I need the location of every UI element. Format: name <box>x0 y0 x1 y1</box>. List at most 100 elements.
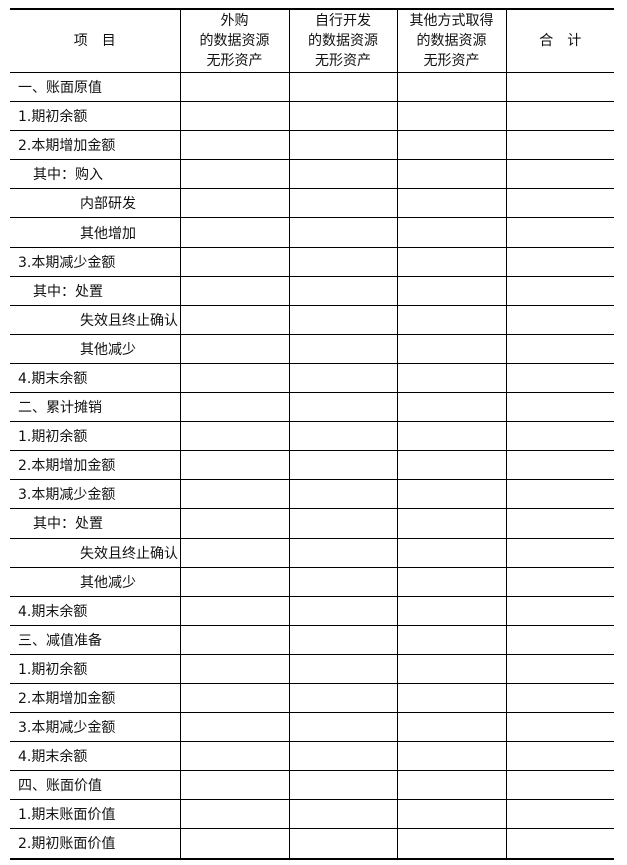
table-row: 2.本期增加金额 <box>10 130 614 161</box>
empty-cell <box>179 450 290 481</box>
table-row: 其他减少 <box>10 333 614 364</box>
empty-cell <box>505 450 614 481</box>
empty-cell <box>505 741 614 772</box>
header-cell: 合 计 <box>505 8 614 73</box>
empty-cell <box>396 595 507 626</box>
empty-cell <box>505 304 614 335</box>
table-row: 其中：处置 <box>10 275 614 306</box>
table-row: 内部研发 <box>10 188 614 219</box>
empty-cell <box>396 101 507 132</box>
table-row: 二、累计摊销 <box>10 392 614 423</box>
empty-cell <box>396 246 507 277</box>
table-row: 1.期初余额 <box>10 653 614 684</box>
header-line: 其他方式取得 <box>409 13 494 29</box>
empty-cell <box>505 362 614 394</box>
empty-cell <box>288 71 398 103</box>
row-label: 2.本期增加金额 <box>10 130 181 161</box>
empty-cell <box>505 508 614 539</box>
empty-cell <box>179 624 290 655</box>
empty-cell <box>288 682 398 714</box>
empty-cell <box>179 508 290 539</box>
empty-cell <box>396 450 507 481</box>
empty-cell <box>396 275 507 306</box>
empty-cell <box>288 653 398 684</box>
empty-cell <box>396 770 507 801</box>
empty-cell <box>288 217 398 248</box>
table-row: 其他减少 <box>10 566 614 597</box>
empty-cell <box>179 101 290 132</box>
header-line: 无形资产 <box>423 53 480 69</box>
empty-cell <box>288 741 398 772</box>
empty-cell <box>179 392 290 423</box>
empty-cell <box>505 828 614 860</box>
empty-cell <box>179 71 290 103</box>
table-row: 其中：处置 <box>10 508 614 539</box>
empty-cell <box>505 217 614 248</box>
header-line: 无形资产 <box>206 53 263 69</box>
row-label: 1.期初余额 <box>10 101 181 132</box>
empty-cell <box>396 421 507 452</box>
empty-cell <box>505 275 614 306</box>
empty-cell <box>288 101 398 132</box>
empty-cell <box>505 653 614 684</box>
header-line: 的数据资源 <box>416 33 487 49</box>
empty-cell <box>396 217 507 248</box>
empty-cell <box>179 159 290 190</box>
table-row: 2.本期增加金额 <box>10 682 614 714</box>
row-label: 其他减少 <box>10 566 181 597</box>
empty-cell <box>505 799 614 830</box>
empty-cell <box>288 770 398 801</box>
empty-cell <box>396 799 507 830</box>
row-label: 四、账面价值 <box>10 770 181 801</box>
row-label: 4.期末余额 <box>10 741 181 772</box>
empty-cell <box>505 130 614 161</box>
empty-cell <box>288 275 398 306</box>
empty-cell <box>179 333 290 364</box>
empty-cell <box>505 479 614 510</box>
row-label: 内部研发 <box>10 188 181 219</box>
header-line: 的数据资源 <box>199 33 270 49</box>
table-row: 其中：购入 <box>10 159 614 190</box>
empty-cell <box>179 130 290 161</box>
table-row: 4.期末余额 <box>10 741 614 772</box>
empty-cell <box>396 333 507 364</box>
empty-cell <box>396 741 507 772</box>
empty-cell <box>179 275 290 306</box>
empty-cell <box>396 392 507 423</box>
empty-cell <box>396 304 507 335</box>
row-label: 3.本期减少金额 <box>10 712 181 743</box>
empty-cell <box>179 682 290 714</box>
header-line: 合 计 <box>539 33 582 49</box>
empty-cell <box>179 362 290 394</box>
empty-cell <box>288 159 398 190</box>
table-row: 1.期初余额 <box>10 421 614 452</box>
empty-cell <box>505 188 614 219</box>
empty-cell <box>288 130 398 161</box>
empty-cell <box>396 682 507 714</box>
empty-cell <box>288 450 398 481</box>
row-label: 其中：处置 <box>10 508 181 539</box>
empty-cell <box>179 799 290 830</box>
empty-cell <box>179 741 290 772</box>
table-row: 3.本期减少金额 <box>10 479 614 510</box>
table-row: 其他增加 <box>10 217 614 248</box>
empty-cell <box>505 595 614 626</box>
row-label: 二、累计摊销 <box>10 392 181 423</box>
header-line: 项 目 <box>73 33 116 49</box>
row-label: 失效且终止确认 <box>10 537 181 568</box>
empty-cell <box>505 712 614 743</box>
table-row: 失效且终止确认 <box>10 304 614 335</box>
empty-cell <box>179 188 290 219</box>
empty-cell <box>505 333 614 364</box>
empty-cell <box>179 566 290 597</box>
empty-cell <box>179 828 290 860</box>
empty-cell <box>288 333 398 364</box>
row-label: 其中：处置 <box>10 275 181 306</box>
table-row: 四、账面价值 <box>10 770 614 801</box>
row-label: 其他增加 <box>10 217 181 248</box>
row-label: 3.本期减少金额 <box>10 246 181 277</box>
row-label: 3.本期减少金额 <box>10 479 181 510</box>
header-cell: 自行开发 的数据资源 无形资产 <box>288 8 398 73</box>
empty-cell <box>288 624 398 655</box>
empty-cell <box>288 566 398 597</box>
